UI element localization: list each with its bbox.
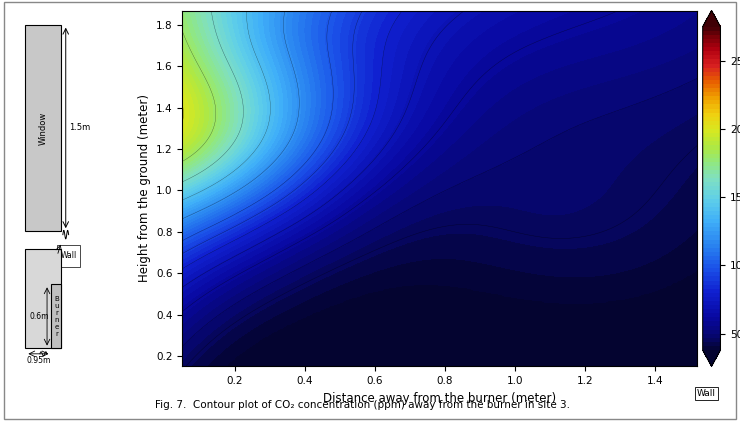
Bar (51, 285, 61, 349)
Bar (25, 249, 61, 349)
Y-axis label: Height from the ground (meter): Height from the ground (meter) (138, 94, 151, 282)
Text: Fig. 7.  Contour plot of CO₂ concentration (ppm) away from the burner in site 3.: Fig. 7. Contour plot of CO₂ concentratio… (155, 400, 571, 410)
FancyBboxPatch shape (57, 245, 80, 266)
Text: 0.6m: 0.6m (30, 312, 50, 321)
PathPatch shape (703, 350, 721, 366)
Text: Wall: Wall (697, 389, 716, 398)
Text: 1.5m: 1.5m (70, 123, 90, 133)
Text: B
u
r
n
e
r: B u r n e r (54, 296, 58, 337)
Text: Window: Window (39, 111, 48, 144)
X-axis label: Distance away from the burner (meter): Distance away from the burner (meter) (323, 392, 556, 405)
PathPatch shape (703, 11, 721, 27)
Text: Wall: Wall (61, 251, 77, 261)
Text: 0.95m: 0.95m (27, 357, 51, 365)
Bar (25, 25, 61, 231)
